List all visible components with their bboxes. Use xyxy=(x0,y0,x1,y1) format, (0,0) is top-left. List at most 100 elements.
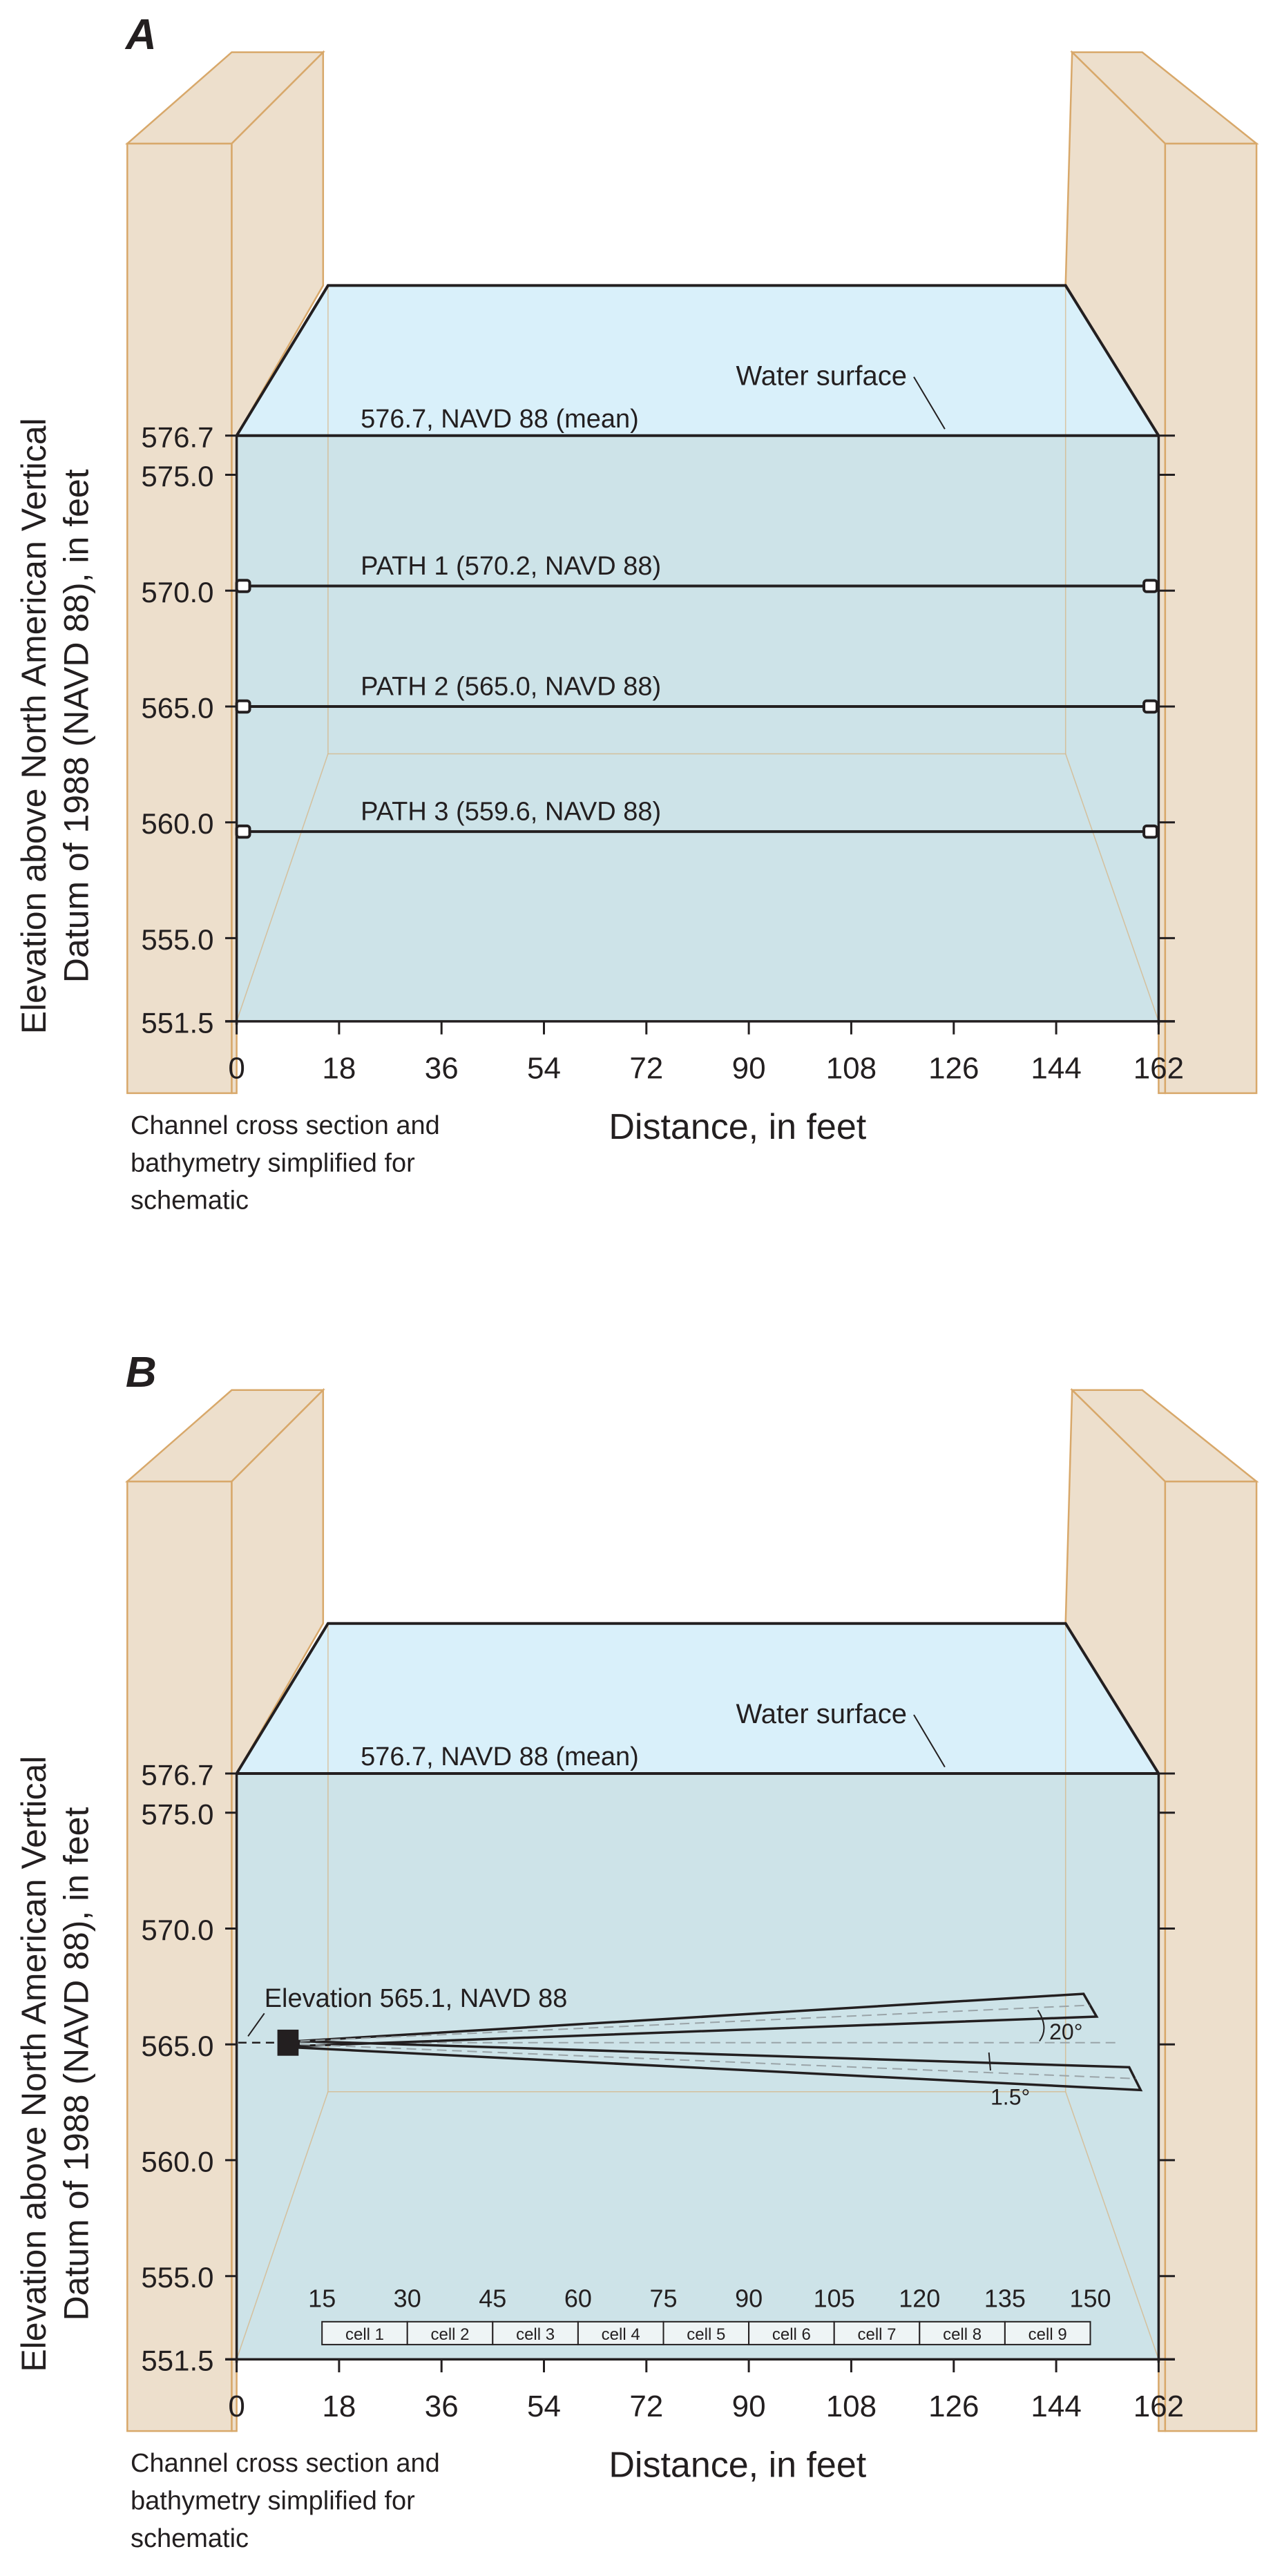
cell-box xyxy=(662,2320,750,2345)
cell-label: cell 4 xyxy=(602,2325,640,2344)
note-line-1: Channel cross section and xyxy=(131,2449,440,2478)
x-tick-label: 0 xyxy=(228,1052,245,1086)
adcp-transducer xyxy=(277,2029,299,2056)
x-tick-label: 108 xyxy=(826,2390,877,2423)
cell-label: cell 6 xyxy=(772,2325,811,2344)
x-tick-label: 0 xyxy=(228,2390,245,2423)
y-tick-label: 560.0 xyxy=(141,2146,213,2178)
upper-beam-axis xyxy=(300,2004,1091,2042)
channel-bed-back-edge xyxy=(327,285,1066,755)
water-surface-leader xyxy=(913,376,946,430)
water-top-outline xyxy=(235,1622,1160,1775)
cell-box xyxy=(919,2320,1006,2345)
cell-label: cell 7 xyxy=(857,2325,896,2344)
panel-a: 576.7 575.0 570.0 565.0 560.0 555.0 551.5 0 18 36… xyxy=(15,11,1259,1215)
transducer-right xyxy=(1142,699,1158,714)
cell-distance-label: 45 xyxy=(479,2285,506,2313)
water-cross-section xyxy=(236,1774,1159,2360)
lower-beam-axis xyxy=(300,2044,1136,2079)
transducer-left xyxy=(235,579,251,593)
upper-angle-label: 20° xyxy=(1049,2019,1082,2044)
y-tick-label: 576.7 xyxy=(141,421,213,453)
y-tick-label: 555.0 xyxy=(141,923,213,956)
right-wall-front xyxy=(1164,142,1258,1095)
channel-bed-left-slope xyxy=(236,2091,329,2360)
y-tick-label: 575.0 xyxy=(141,1798,213,1830)
y-axis-label-line-2: Datum of 1988 (NAVD 88), in feet xyxy=(57,469,96,983)
cell-box xyxy=(406,2320,494,2345)
note-line-2: bathymetry simplified for xyxy=(131,2487,415,2516)
panel-title: A xyxy=(124,11,157,59)
path-label: PATH 2 (565.0, NAVD 88) xyxy=(361,672,661,701)
y-tick-label: 565.0 xyxy=(141,2030,213,2062)
lower-angle-arc xyxy=(988,2052,991,2071)
y-axis-label-line-2: Datum of 1988 (NAVD 88), in feet xyxy=(57,1807,96,2321)
water-surface-label: Water surface xyxy=(736,1699,907,1729)
path-label: PATH 1 (570.2, NAVD 88) xyxy=(361,552,661,581)
water-surface-label: Water surface xyxy=(736,361,907,392)
upper-angle-arc xyxy=(1037,2010,1045,2042)
x-tick-label: 90 xyxy=(732,2390,766,2423)
x-tick-label: 144 xyxy=(1031,2390,1081,2423)
transducer-left xyxy=(235,824,251,839)
x-axis-label: Distance, in feet xyxy=(609,1107,866,1147)
cell-distance-label: 75 xyxy=(649,2285,677,2313)
cell-label: cell 1 xyxy=(345,2325,384,2344)
x-tick-label: 144 xyxy=(1031,1052,1081,1086)
water-surface-leader xyxy=(913,1714,946,1768)
cell-distance-label: 150 xyxy=(1069,2285,1111,2313)
x-axis-label: Distance, in feet xyxy=(609,2445,866,2485)
channel-bed-right-slope xyxy=(1064,753,1160,1022)
x-tick-label: 108 xyxy=(826,1052,877,1086)
mean-water-label: 576.7, NAVD 88 (mean) xyxy=(361,1742,639,1771)
y-tick-label: 560.0 xyxy=(141,807,213,840)
cell-distance-label: 30 xyxy=(394,2285,421,2313)
cell-label: cell 2 xyxy=(430,2325,469,2344)
y-axis-label-line-1: Elevation above North American Vertical xyxy=(15,418,53,1034)
note-line-3: schematic xyxy=(131,2524,249,2553)
water-surface-plane xyxy=(236,285,1159,436)
x-tick-label: 72 xyxy=(629,1052,663,1086)
cell-label: cell 9 xyxy=(1028,2325,1067,2344)
cell-distance-label: 15 xyxy=(308,2285,336,2313)
y-axis-label-line-1: Elevation above North American Vertical xyxy=(15,1756,53,2372)
x-tick-label: 36 xyxy=(425,2390,459,2423)
cell-distance-label: 90 xyxy=(735,2285,763,2313)
x-tick-label: 54 xyxy=(527,2390,561,2423)
cell-box xyxy=(748,2320,835,2345)
transducer-left xyxy=(235,699,251,714)
y-tick-label: 555.0 xyxy=(141,2261,213,2294)
transducer-right xyxy=(1142,579,1158,593)
water-surface-plane xyxy=(236,1623,1159,1774)
cell-box xyxy=(1004,2320,1091,2345)
elevation-label: Elevation 565.1, NAVD 88 xyxy=(265,1984,568,2013)
channel-bed-back-edge xyxy=(327,1623,1066,2093)
cell-distance-label: 120 xyxy=(899,2285,940,2313)
y-tick-label: 576.7 xyxy=(141,1759,213,1791)
y-tick-label: 570.0 xyxy=(141,576,213,608)
y-tick-label: 565.0 xyxy=(141,692,213,724)
y-tick-label: 575.0 xyxy=(141,460,213,492)
y-axis-label: Elevation above North American Vertical D… xyxy=(15,1756,95,2372)
x-tick-label: 18 xyxy=(322,1052,356,1086)
y-tick-label: 551.5 xyxy=(141,2345,213,2377)
x-tick-label: 126 xyxy=(928,2390,979,2423)
cell-label: cell 3 xyxy=(516,2325,555,2344)
cell-box xyxy=(577,2320,664,2345)
cell-label: cell 8 xyxy=(943,2325,982,2344)
channel-bed-left-slope xyxy=(236,753,329,1022)
transducer-right xyxy=(1142,824,1158,839)
x-tick-label: 72 xyxy=(629,2390,663,2423)
x-tick-label: 90 xyxy=(732,1052,766,1086)
mean-water-label: 576.7, NAVD 88 (mean) xyxy=(361,405,639,434)
right-wall-front xyxy=(1164,1480,1258,2432)
x-tick-label: 126 xyxy=(928,1052,979,1086)
x-tick-label: 36 xyxy=(425,1052,459,1086)
cell-distance-label: 105 xyxy=(814,2285,855,2313)
note-line-2: bathymetry simplified for xyxy=(131,1148,415,1178)
note-line-3: schematic xyxy=(131,1186,249,1215)
cell-label: cell 5 xyxy=(687,2325,725,2344)
channel-bed-right-slope xyxy=(1064,2091,1160,2360)
path-label: PATH 3 (559.6, NAVD 88) xyxy=(361,798,661,827)
